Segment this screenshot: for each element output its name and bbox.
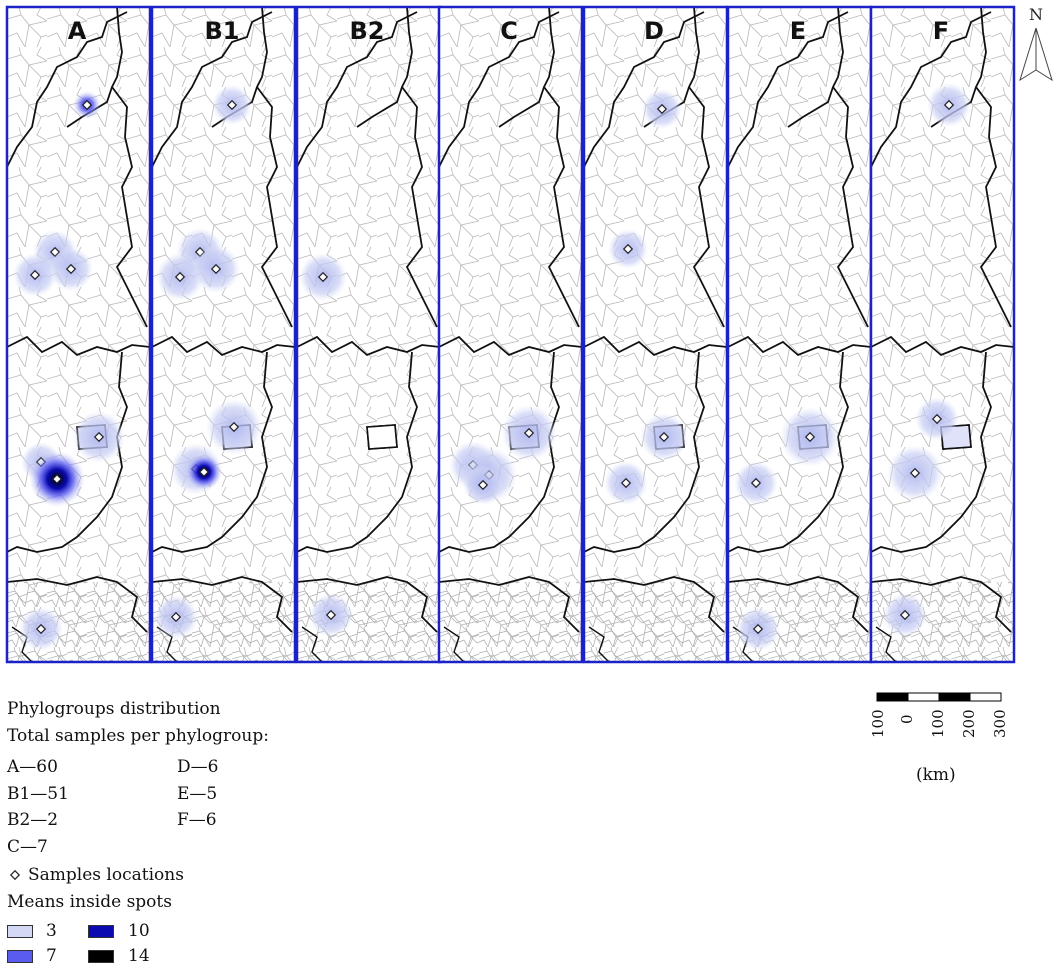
map-panel-f: F — [869, 5, 1016, 664]
legend-title: Phylogroups distribution — [7, 699, 221, 719]
map-panel-c: C — [437, 5, 584, 664]
count-f: F—6 — [177, 810, 217, 830]
count-b1: B1—51 — [7, 784, 69, 804]
panel-label: F — [933, 17, 949, 45]
panel-label: C — [500, 17, 518, 45]
map-panel-d: D — [582, 5, 729, 664]
means-value-10: 10 — [128, 921, 150, 941]
scale-tick-label: 0 — [898, 714, 916, 724]
means-title: Means inside spots — [7, 892, 172, 912]
map-panel-b2: B2 — [295, 5, 442, 664]
scale-bar — [876, 692, 1002, 702]
map-panel-a: A — [5, 5, 152, 664]
count-d: D—6 — [177, 757, 219, 777]
scale-tick-label: 100 — [929, 709, 947, 738]
north-arrow-icon: N — [1019, 5, 1053, 82]
phylogroup-maps: A B1 B2 C D E F N — [5, 5, 1053, 664]
swatch-3 — [7, 925, 33, 938]
swatch-10 — [88, 925, 114, 938]
legend-subtitle: Total samples per phylogroup: — [7, 726, 269, 746]
count-a: A—60 — [7, 757, 58, 777]
means-value-3: 3 — [46, 921, 57, 941]
map-panel-b1: B1 — [150, 5, 297, 664]
scale-tick-label: 300 — [991, 709, 1009, 738]
north-label: N — [1029, 5, 1043, 24]
panel-label: E — [790, 17, 806, 45]
panel-label: D — [644, 17, 664, 45]
swatch-14 — [88, 950, 114, 963]
map-panel-e: E — [726, 5, 873, 664]
scale-tick-label: 100 — [869, 709, 887, 738]
means-value-7: 7 — [46, 946, 57, 966]
swatch-7 — [7, 950, 33, 963]
means-value-14: 14 — [128, 946, 150, 966]
scale-tick-label: 200 — [960, 709, 978, 738]
sample-location-icon — [9, 869, 21, 881]
count-c: C—7 — [7, 837, 48, 857]
scale-unit: (km) — [916, 765, 956, 785]
samples-locations-label: Samples locations — [28, 865, 184, 885]
federal-district-boundary — [366, 424, 398, 450]
count-b2: B2—2 — [7, 810, 59, 830]
panel-label: B1 — [205, 17, 240, 45]
panel-label: B2 — [350, 17, 385, 45]
count-e: E—5 — [177, 784, 218, 804]
panel-label: A — [68, 17, 87, 45]
